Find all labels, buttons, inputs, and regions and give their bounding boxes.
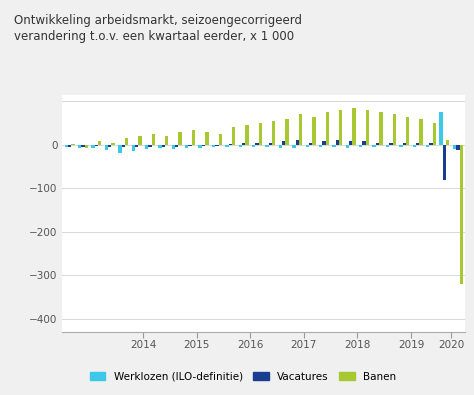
Bar [185,145,189,148]
Bar [255,143,259,145]
Bar [326,112,329,145]
Bar [285,119,289,145]
Bar [332,145,336,147]
Bar [64,145,68,147]
Legend: Werklozen (ILO-definitie), Vacatures, Banen: Werklozen (ILO-definitie), Vacatures, Ba… [85,367,401,386]
Bar [453,145,456,149]
Bar [148,145,152,147]
Bar [352,108,356,145]
Bar [71,143,75,145]
Bar [309,143,312,145]
Bar [446,141,449,145]
Bar [279,145,282,148]
Bar [135,145,138,147]
Bar [252,145,255,147]
Bar [68,145,71,147]
Bar [212,145,215,147]
Bar [205,132,209,145]
Bar [85,145,88,148]
Bar [416,143,419,145]
Bar [78,145,82,148]
Bar [392,115,396,145]
Bar [399,145,402,147]
Bar [346,145,349,148]
Bar [306,145,309,147]
Bar [299,115,302,145]
Bar [373,145,376,147]
Bar [121,145,125,147]
Bar [145,145,148,149]
Bar [111,143,115,145]
Bar [199,145,202,148]
Bar [105,145,108,150]
Bar [178,132,182,145]
Bar [292,145,295,148]
Bar [456,145,459,150]
Bar [238,145,242,147]
Bar [413,145,416,147]
Bar [419,119,423,145]
Bar [459,145,463,284]
Bar [386,145,389,147]
Bar [282,141,285,145]
Bar [265,145,269,147]
Bar [402,143,406,145]
Bar [228,143,232,145]
Bar [91,145,95,148]
Bar [439,112,443,145]
Bar [232,128,235,145]
Bar [192,130,195,145]
Bar [118,145,121,152]
Bar [246,125,249,145]
Text: verandering t.o.v. een kwartaal eerder, x 1 000: verandering t.o.v. een kwartaal eerder, … [14,30,294,43]
Bar [269,143,272,145]
Bar [429,143,433,145]
Bar [202,145,205,146]
Bar [125,138,128,145]
Bar [359,145,363,147]
Bar [363,141,366,145]
Bar [172,145,175,149]
Bar [189,145,192,146]
Bar [152,134,155,145]
Bar [138,136,142,145]
Bar [82,145,85,147]
Bar [242,143,246,145]
Bar [339,110,342,145]
Bar [312,117,316,145]
Bar [389,143,392,145]
Bar [108,145,111,147]
Bar [225,145,228,147]
Bar [336,141,339,145]
Bar [158,145,162,148]
Bar [175,145,178,147]
Bar [95,145,98,146]
Bar [259,123,262,145]
Bar [272,121,275,145]
Bar [443,145,446,180]
Bar [215,145,219,146]
Bar [379,112,383,145]
Bar [406,117,410,145]
Text: Ontwikkeling arbeidsmarkt, seizoengecorrigeerd: Ontwikkeling arbeidsmarkt, seizoengecorr… [14,14,302,27]
Bar [219,134,222,145]
Bar [162,145,165,147]
Bar [98,141,101,145]
Bar [366,110,369,145]
Bar [349,141,352,145]
Bar [433,123,436,145]
Bar [295,141,299,145]
Bar [426,145,429,147]
Bar [376,143,379,145]
Bar [165,136,168,145]
Bar [319,145,322,147]
Bar [322,141,326,145]
Bar [132,145,135,151]
